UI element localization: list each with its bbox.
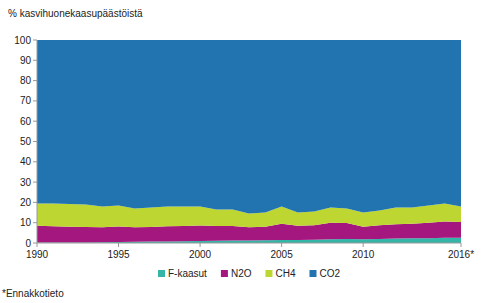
- y-tick: [33, 161, 37, 162]
- x-tick-label: 1995: [107, 249, 130, 260]
- legend-swatch: [221, 270, 228, 277]
- y-tick: [33, 243, 37, 244]
- y-tick: [33, 40, 37, 41]
- x-tick-label: 2005: [270, 249, 293, 260]
- x-tick-label: 1990: [26, 249, 49, 260]
- x-tick-label: 2010: [352, 249, 375, 260]
- y-tick-label: 80: [20, 75, 32, 86]
- y-tick: [33, 141, 37, 142]
- chart-svg: % kasvihuonekaasupäästöistä 0 10 20 30 40 50 60…: [0, 0, 491, 303]
- y-tick-label: 50: [20, 136, 32, 147]
- areas: [37, 40, 461, 243]
- y-axis: [37, 40, 38, 243]
- y-tick: [33, 121, 37, 122]
- x-tick-label: 2000: [189, 249, 212, 260]
- y-tick-label: 10: [20, 217, 32, 228]
- x-tick: [281, 243, 282, 247]
- legend-swatch: [265, 270, 272, 277]
- x-tick: [37, 243, 38, 247]
- area-3: [37, 40, 461, 214]
- y-tick: [33, 60, 37, 61]
- y-tick-label: 30: [20, 177, 32, 188]
- legend-label: CH4: [275, 268, 295, 279]
- y-tick: [33, 202, 37, 203]
- x-tick: [118, 243, 119, 247]
- footnote: *Ennakkotieto: [2, 288, 64, 299]
- legend-label: CO2: [319, 268, 340, 279]
- y-tick: [33, 222, 37, 223]
- legend: F-kaasut N2O CH4 CO2: [158, 268, 340, 279]
- y-tick-label: 60: [20, 116, 32, 127]
- y-tick-label: 20: [20, 197, 32, 208]
- x-tick: [461, 243, 462, 247]
- y-tick-label: 90: [20, 55, 32, 66]
- y-tick: [33, 182, 37, 183]
- y-axis-label: % kasvihuonekaasupäästöistä: [8, 8, 143, 19]
- y-tick-label: 40: [20, 156, 32, 167]
- legend-label: N2O: [231, 268, 252, 279]
- legend-swatch: [158, 270, 165, 277]
- y-tick-label: 100: [14, 35, 31, 46]
- legend-swatch: [309, 270, 316, 277]
- y-tick: [33, 80, 37, 81]
- y-tick-label: 0: [25, 238, 31, 249]
- y-tick-label: 70: [20, 95, 32, 106]
- x-tick: [363, 243, 364, 247]
- x-axis: [37, 243, 461, 244]
- y-tick: [33, 100, 37, 101]
- x-tick: [200, 243, 201, 247]
- chart-container: % kasvihuonekaasupäästöistä 0 10 20 30 40 50 60…: [0, 0, 491, 303]
- legend-label: F-kaasut: [168, 268, 207, 279]
- x-tick-label: 2016*: [448, 249, 474, 260]
